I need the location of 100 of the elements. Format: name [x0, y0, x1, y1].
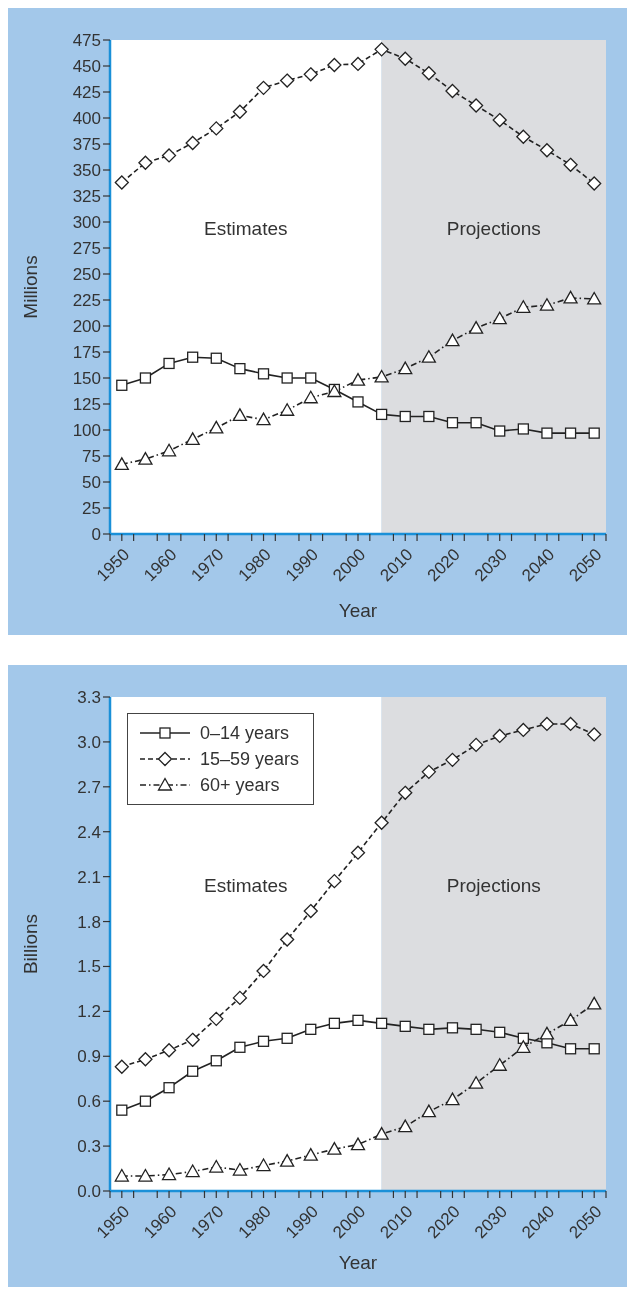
- y-tick-label: 325: [72, 187, 101, 207]
- point: [423, 1023, 435, 1035]
- y-tick-label: 475: [72, 31, 101, 51]
- point: [374, 369, 389, 383]
- point: [328, 1017, 341, 1029]
- point: [492, 112, 507, 128]
- point: [163, 357, 175, 370]
- point: [539, 1026, 555, 1040]
- band-label: Projections: [446, 875, 541, 897]
- point: [232, 408, 248, 422]
- point: [114, 1168, 129, 1182]
- point: [539, 298, 555, 311]
- y-tick-label: 0.6: [77, 1092, 101, 1112]
- y-tick-label: 0.3: [77, 1137, 101, 1157]
- point: [163, 1082, 175, 1094]
- y-axis-title: Millions: [19, 255, 41, 319]
- point: [563, 290, 578, 304]
- y-tick-label: 2.4: [77, 822, 101, 842]
- point: [305, 1023, 317, 1035]
- y-tick-label: 150: [72, 369, 101, 389]
- point: [350, 56, 366, 72]
- y-tick-label: 100: [72, 421, 101, 441]
- point: [256, 412, 271, 426]
- point: [350, 1137, 366, 1151]
- point: [398, 785, 413, 800]
- point: [279, 932, 295, 947]
- point: [327, 873, 342, 889]
- point: [468, 320, 484, 334]
- point: [587, 727, 602, 742]
- point: [563, 1013, 578, 1026]
- point: [256, 1158, 271, 1172]
- point: [492, 728, 507, 744]
- point: [232, 104, 248, 119]
- point: [494, 1026, 506, 1038]
- point: [352, 396, 364, 408]
- point: [187, 351, 199, 363]
- y-tick-label: 2.7: [77, 777, 101, 797]
- band-label: Projections: [446, 218, 541, 240]
- y-tick-label: 3.0: [77, 732, 101, 752]
- y-tick-label: 350: [72, 161, 101, 181]
- y-tick-label: 2.1: [77, 867, 101, 887]
- point: [116, 379, 128, 391]
- point: [421, 66, 437, 81]
- point: [279, 1153, 295, 1167]
- point: [588, 427, 600, 439]
- point: [257, 368, 270, 380]
- point: [327, 1141, 342, 1155]
- y-axis-title: Billions: [19, 913, 41, 975]
- point: [516, 129, 531, 144]
- point: [139, 1095, 152, 1107]
- point: [161, 443, 177, 457]
- point: [539, 716, 555, 732]
- point: [587, 996, 602, 1010]
- point: [209, 121, 224, 136]
- point: [421, 1104, 437, 1118]
- point: [185, 135, 200, 151]
- point: [446, 1022, 459, 1034]
- point: [446, 417, 459, 429]
- point: [564, 427, 577, 439]
- y-tick-label: 0.0: [77, 1182, 101, 1202]
- point: [470, 417, 482, 429]
- point: [445, 752, 460, 768]
- point: [516, 300, 531, 313]
- point: [185, 1164, 200, 1178]
- point: [517, 423, 529, 435]
- point: [185, 1032, 200, 1047]
- point: [468, 98, 484, 113]
- point: [185, 432, 200, 446]
- point: [138, 155, 153, 170]
- point: [303, 903, 318, 919]
- point: [398, 361, 413, 375]
- y-tick-label: 175: [72, 343, 101, 363]
- y-tick-label: 3.3: [77, 688, 101, 708]
- point: [234, 362, 246, 375]
- point: [138, 1168, 153, 1182]
- point: [279, 73, 295, 88]
- y-tick-label: 450: [72, 57, 101, 77]
- y-tick-label: 275: [72, 239, 101, 259]
- point: [116, 1104, 128, 1116]
- point: [563, 716, 578, 732]
- point: [587, 176, 602, 191]
- point: [187, 1065, 199, 1077]
- y-tick-label: 0: [91, 525, 101, 545]
- y-tick-label: 375: [72, 135, 101, 155]
- point: [516, 722, 531, 738]
- point: [398, 51, 413, 66]
- point: [375, 1017, 388, 1029]
- point: [139, 372, 152, 384]
- point: [232, 1162, 248, 1176]
- point: [138, 451, 153, 465]
- point: [468, 737, 484, 753]
- point: [256, 80, 271, 95]
- point: [398, 1119, 413, 1133]
- point: [445, 333, 460, 347]
- y-tick-label: 200: [72, 317, 101, 337]
- point: [210, 352, 222, 364]
- point: [114, 175, 129, 190]
- point: [494, 425, 506, 437]
- point: [350, 372, 366, 386]
- legend-label: 15–59 years: [200, 748, 300, 770]
